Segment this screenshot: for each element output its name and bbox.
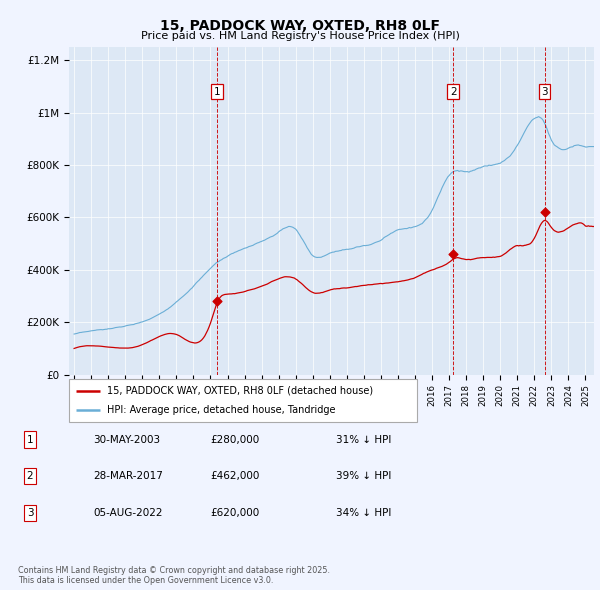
Text: 28-MAR-2017: 28-MAR-2017 xyxy=(93,471,163,481)
Text: 34% ↓ HPI: 34% ↓ HPI xyxy=(336,508,391,517)
Text: 2: 2 xyxy=(450,87,457,97)
FancyBboxPatch shape xyxy=(69,379,417,422)
Text: Price paid vs. HM Land Registry's House Price Index (HPI): Price paid vs. HM Land Registry's House … xyxy=(140,31,460,41)
Text: 3: 3 xyxy=(26,508,34,517)
Text: 30-MAY-2003: 30-MAY-2003 xyxy=(93,435,160,444)
Text: 2: 2 xyxy=(26,471,34,481)
Text: 15, PADDOCK WAY, OXTED, RH8 0LF (detached house): 15, PADDOCK WAY, OXTED, RH8 0LF (detache… xyxy=(107,386,373,396)
Text: 31% ↓ HPI: 31% ↓ HPI xyxy=(336,435,391,444)
Text: Contains HM Land Registry data © Crown copyright and database right 2025.
This d: Contains HM Land Registry data © Crown c… xyxy=(18,566,330,585)
Point xyxy=(212,297,222,306)
Text: 39% ↓ HPI: 39% ↓ HPI xyxy=(336,471,391,481)
Point xyxy=(449,249,458,258)
Text: 15, PADDOCK WAY, OXTED, RH8 0LF: 15, PADDOCK WAY, OXTED, RH8 0LF xyxy=(160,19,440,33)
Text: 3: 3 xyxy=(541,87,548,97)
Text: £620,000: £620,000 xyxy=(210,508,259,517)
Text: 05-AUG-2022: 05-AUG-2022 xyxy=(93,508,163,517)
Text: £462,000: £462,000 xyxy=(210,471,259,481)
Point xyxy=(540,208,550,217)
Text: 1: 1 xyxy=(214,87,221,97)
Text: £280,000: £280,000 xyxy=(210,435,259,444)
Text: 1: 1 xyxy=(26,435,34,444)
Text: HPI: Average price, detached house, Tandridge: HPI: Average price, detached house, Tand… xyxy=(107,405,336,415)
